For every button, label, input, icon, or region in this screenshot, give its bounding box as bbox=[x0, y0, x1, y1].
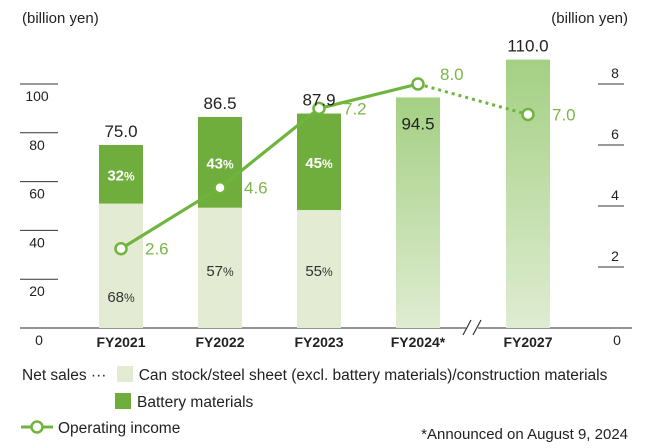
left-axis-tick-label: 60 bbox=[29, 186, 45, 202]
right-axis-label: (billion yen) bbox=[551, 10, 628, 27]
left-axis-label: (billion yen) bbox=[22, 10, 99, 27]
legend-operating-income-label: Operating income bbox=[58, 420, 181, 437]
bar-forecast bbox=[506, 59, 550, 328]
axis-break-icon bbox=[462, 319, 482, 336]
category-label: FY2027 bbox=[503, 334, 552, 350]
operating-income-point bbox=[521, 107, 535, 122]
right-axis-tick-label: 6 bbox=[611, 126, 619, 142]
left-axis-tick-label: 20 bbox=[29, 283, 45, 299]
category-label: FY2023 bbox=[294, 334, 343, 350]
category-label: FY2021 bbox=[96, 334, 145, 350]
operating-income-point bbox=[114, 241, 128, 256]
can-stock-share-label: 55% bbox=[305, 263, 333, 280]
bar-segment-can-stock bbox=[99, 203, 143, 328]
can-stock-share-label: 57% bbox=[206, 263, 234, 280]
operating-income-forecast-line bbox=[417, 82, 529, 116]
legend-battery-label: Battery materials bbox=[137, 394, 254, 411]
bar-segment-can-stock bbox=[198, 207, 242, 328]
right-axis-tick-label: 2 bbox=[611, 248, 619, 264]
left-axis-tick-label: 80 bbox=[29, 137, 45, 153]
net-sales-total-label: 110.0 bbox=[507, 37, 548, 56]
net-sales-total-label: 87.9 bbox=[302, 91, 335, 110]
legend-can-stock-label: Can stock/steel sheet (excl. battery mat… bbox=[138, 367, 608, 384]
category-label: FY2022 bbox=[195, 334, 244, 350]
operating-income-value-label: 4.6 bbox=[244, 179, 268, 198]
legend-operating-income: Operating income bbox=[20, 420, 180, 438]
category-label: FY2024* bbox=[391, 334, 446, 350]
bar-segment-can-stock bbox=[297, 210, 341, 328]
right-axis-tick-label: 4 bbox=[611, 187, 619, 203]
operating-income-value-label: 8.0 bbox=[440, 65, 464, 84]
legend-net-sales: Net sales ··· Can stock/steel sheet (exc… bbox=[22, 366, 607, 385]
battery-share-label: 43% bbox=[206, 155, 234, 172]
battery-share-label: 32% bbox=[107, 167, 135, 184]
left-axis-tick-label: 40 bbox=[29, 234, 45, 250]
operating-income-point bbox=[411, 77, 425, 91]
operating-income-line bbox=[120, 82, 419, 251]
can-stock-share-label: 68% bbox=[107, 289, 135, 306]
left-axis-tick-label: 100 bbox=[25, 88, 49, 104]
operating-income-value-label: 7.2 bbox=[343, 99, 367, 118]
bar-segment-battery bbox=[297, 113, 341, 211]
net-sales-total-label: 86.5 bbox=[203, 94, 236, 113]
operating-income-value-label: 2.6 bbox=[145, 240, 169, 259]
battery-share-label: 45% bbox=[305, 155, 333, 172]
operating-income-point bbox=[312, 101, 326, 116]
footnote: *Announced on August 9, 2024 bbox=[421, 426, 628, 443]
bar-forecast bbox=[396, 97, 440, 328]
net-sales-total-label: 75.0 bbox=[104, 122, 137, 141]
right-axis-tick-label: 8 bbox=[611, 65, 619, 81]
operating-income-value-label: 7.0 bbox=[552, 106, 576, 125]
legend-line-marker-icon bbox=[21, 420, 53, 434]
bar-segment-battery bbox=[99, 145, 143, 204]
right-axis-tick-label: 0 bbox=[613, 332, 621, 348]
operating-income-point bbox=[213, 180, 227, 195]
legend-net-sales-prefix: Net sales ··· bbox=[22, 367, 107, 384]
legend-can-stock-swatch bbox=[116, 366, 133, 382]
legend-battery-swatch bbox=[115, 393, 131, 409]
left-axis-tick-label: 0 bbox=[35, 332, 43, 348]
net-sales-total-label: 94.5 bbox=[401, 114, 434, 133]
legend-battery: Battery materials bbox=[115, 393, 253, 412]
